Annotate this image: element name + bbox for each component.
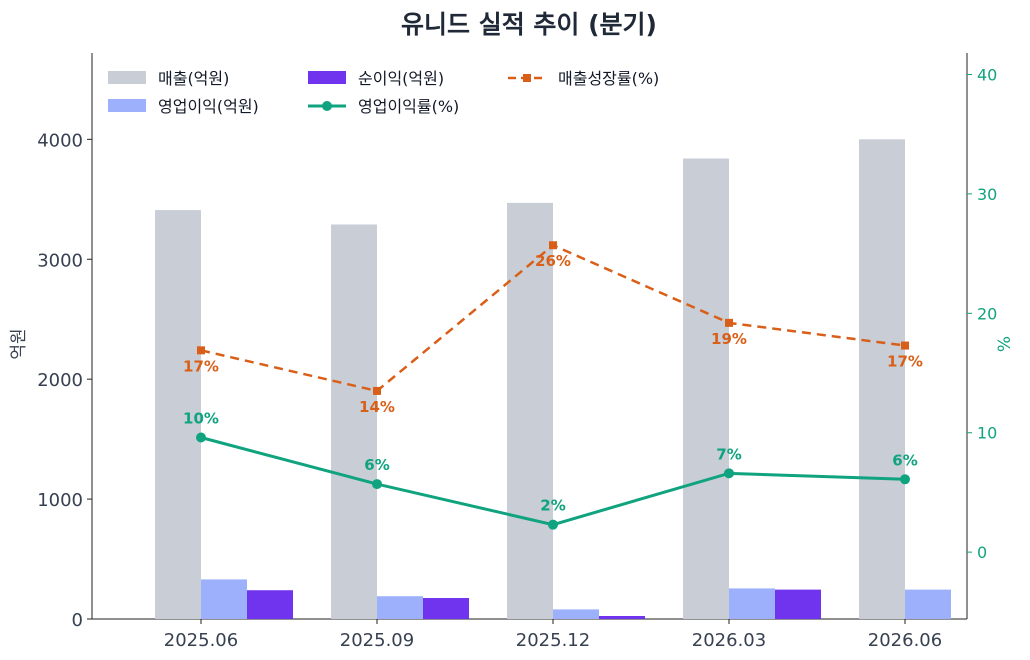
legend-label: 순이익(억원): [358, 69, 444, 88]
y-left-tick-label: 3000: [37, 250, 83, 271]
plot-area: 0 1000 2000 3000 4000 0 10 20 30 40 억원 % 2025.06 2025…: [9, 53, 1015, 651]
y-left-tick-label: 2000: [37, 370, 83, 391]
bar-operating-profit: [905, 589, 951, 619]
legend-label: 매출(억원): [158, 69, 229, 88]
x-tick-label: 2026.03: [692, 630, 766, 651]
y2-axis-label: %: [995, 336, 1015, 352]
data-label-growth: 19%: [711, 330, 747, 348]
bar-revenue: [859, 139, 905, 619]
y-left-tick-label: 1000: [37, 490, 83, 511]
chart-title: 유니드 실적 추이 (분기): [401, 10, 657, 39]
y-left-tick-label: 0: [72, 610, 83, 631]
point-growth: [373, 386, 381, 395]
bar-revenue: [507, 202, 553, 619]
x-tick-label: 2026.06: [868, 630, 942, 651]
data-label-growth: 26%: [535, 252, 571, 270]
legend-swatch: [108, 71, 146, 84]
point-margin: [900, 474, 910, 485]
legend-swatch: [108, 99, 146, 112]
data-label-growth: 17%: [183, 357, 219, 375]
bar-operating-profit: [553, 609, 599, 619]
point-growth: [197, 346, 205, 355]
y-right-tick-label: 30: [977, 185, 997, 204]
point-growth: [725, 318, 733, 327]
bar-revenue: [155, 210, 201, 619]
data-label-margin: 6%: [892, 451, 917, 469]
point-margin: [724, 468, 734, 479]
bar-revenue: [683, 158, 729, 619]
data-label-margin: 6%: [364, 456, 389, 474]
bar-operating-profit: [377, 596, 423, 619]
data-label-growth: 14%: [359, 398, 395, 416]
point-margin: [196, 432, 206, 443]
point-margin: [548, 519, 558, 530]
y-right-tick-label: 40: [977, 65, 997, 84]
bar-operating-profit: [201, 579, 247, 619]
bar-operating-profit: [729, 588, 775, 619]
data-label-margin: 2%: [540, 497, 565, 515]
bar-net-profit: [599, 616, 645, 619]
legend-marker: [523, 74, 531, 82]
legend-marker: [322, 101, 332, 111]
x-tick-label: 2025.12: [516, 630, 590, 651]
legend-swatch: [308, 71, 346, 84]
data-label-margin: 10%: [183, 409, 219, 427]
bar-revenue: [331, 224, 377, 619]
point-margin: [372, 479, 382, 490]
bar-net-profit: [247, 590, 293, 619]
legend-label: 영업이익률(%): [358, 97, 459, 116]
x-tick-label: 2025.09: [340, 630, 414, 651]
data-label-growth: 17%: [887, 353, 923, 371]
point-growth: [901, 341, 909, 350]
y-left-tick-label: 4000: [37, 130, 83, 151]
legend-label: 영업이익(억원): [158, 97, 259, 116]
bar-net-profit: [423, 598, 469, 619]
y-right-tick-label: 0: [977, 543, 987, 562]
y-right-tick-label: 20: [977, 304, 997, 323]
point-growth: [549, 241, 557, 250]
y-right-tick-label: 10: [977, 424, 997, 443]
x-tick-label: 2025.06: [164, 630, 238, 651]
data-label-margin: 7%: [716, 445, 741, 463]
bar-net-profit: [775, 589, 821, 619]
legend-label: 매출성장률(%): [558, 69, 659, 88]
y-axis-label: 억원: [9, 328, 29, 359]
